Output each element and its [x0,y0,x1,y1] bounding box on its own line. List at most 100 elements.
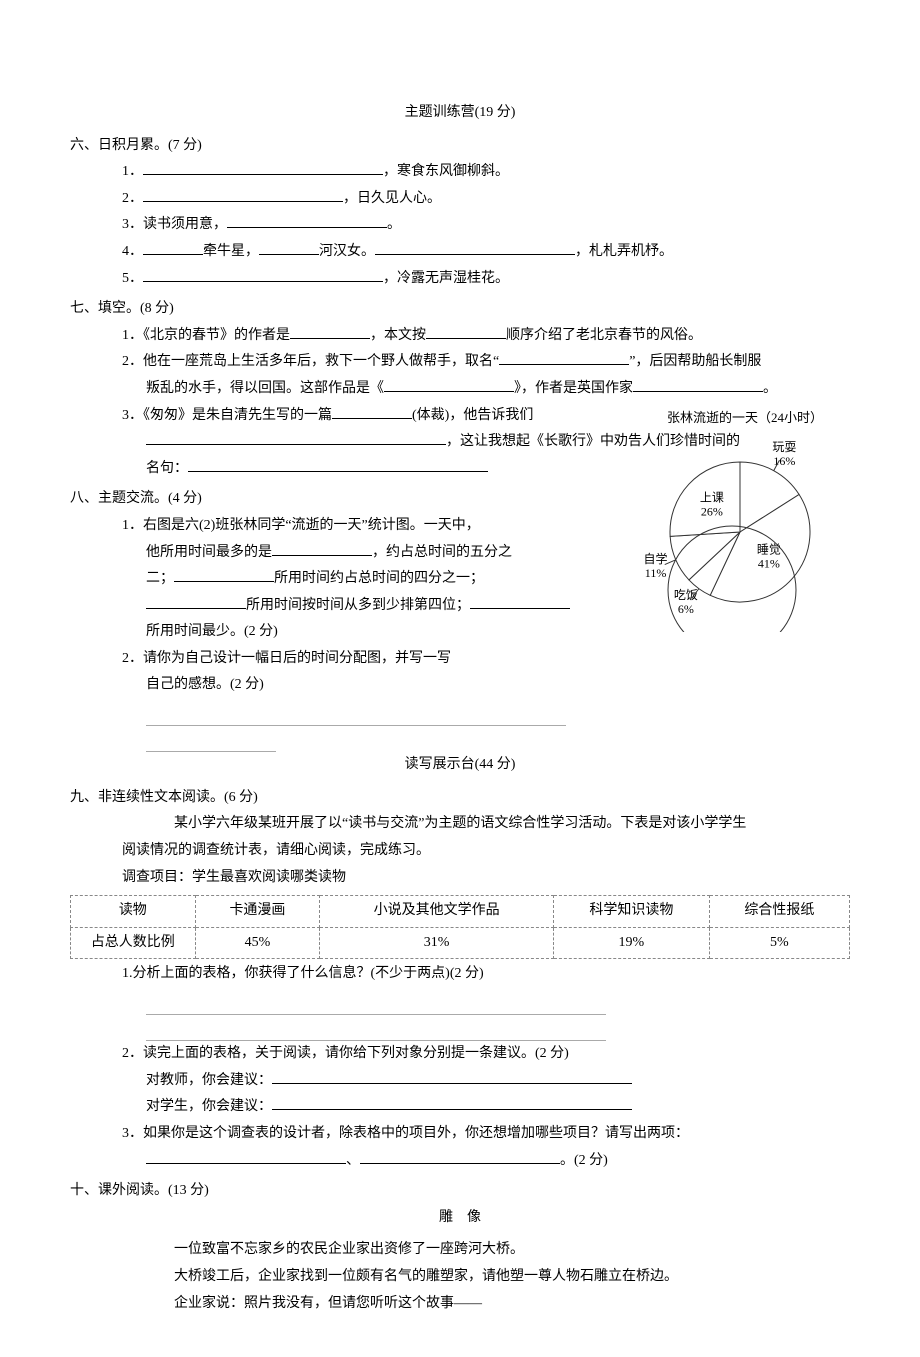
q9-2-num: 2． [122,1046,143,1061]
blank[interactable] [375,254,575,255]
q9-1-num: 1. [122,966,133,981]
q9-2-t1-label: 对教师，你会建议： [146,1073,272,1088]
blank[interactable] [272,555,372,556]
blank[interactable] [272,1083,632,1084]
svg-text:玩耍: 玩耍 [772,439,796,453]
q9-2-t2: 对学生，你会建议： [146,1094,850,1121]
story-title: 雕 像 [70,1205,850,1232]
blank[interactable] [384,391,514,392]
q6-4-a: 牵牛星， [203,244,259,259]
q7-2-d: 》，作者是英国作家 [514,381,633,396]
q6-2: 2． ，日久见人心。 [122,186,850,213]
q7-1-num: 1． [122,328,143,343]
blank[interactable] [259,254,319,255]
q7-2-a: 他在一座荒岛上生活多年后，救下一个野人做帮手，取名“ [143,354,499,369]
q6-3: 3．读书须用意，。 [122,212,850,239]
table-data-row: 占总人数比例 45% 31% 19% 5% [71,927,850,959]
q9-1-ans2 [146,1015,850,1042]
q9-intro2: 阅读情况的调查统计表，请细心阅读，完成练习。 [122,838,850,865]
q9-3-num: 3． [122,1126,143,1141]
q6-2-suffix: ，日久见人心。 [343,191,441,206]
blank[interactable] [332,418,412,419]
q8-1-l3: 二； 所用时间约占总时间的四分之一； [146,566,666,593]
answer-line[interactable] [146,995,606,1015]
q6-5-suffix: ，冷露无声湿桂花。 [383,271,509,286]
q7-3-num: 3． [122,408,143,423]
q6-4: 4． 牵牛星， 河汉女。 ，札札弄机杼。 [122,239,850,266]
svg-text:11%: 11% [645,566,667,580]
th-2: 小说及其他文学作品 [320,896,554,928]
blank[interactable] [227,227,387,228]
svg-text:26%: 26% [701,504,723,518]
q7-1: 1．《北京的春节》的作者是 ，本文按 顺序介绍了老北京春节的风俗。 [122,323,850,350]
blank[interactable] [174,581,274,582]
blank[interactable] [146,444,446,445]
svg-text:上课: 上课 [700,490,724,504]
q7-2-c: 叛乱的水手，得以回国。这部作品是《 [146,381,384,396]
q8-1-e: 所用时间约占总时间的四分之一； [274,571,484,586]
q7-2-e: 。 [763,381,777,396]
q7-1-b: ，本文按 [370,328,426,343]
answer-line[interactable] [146,1022,606,1042]
q8-1-l1: 1．右图是六(2)班张林同学“流逝的一天”统计图。一天中， [122,513,642,540]
blank[interactable] [499,364,629,365]
q7-2: 2．他在一座荒岛上生活多年后，救下一个野人做帮手，取名“”，后因帮助船长制服 [122,349,850,376]
q8-2-b: 自己的感想。(2 分) [146,677,264,692]
survey-table: 读物 卡通漫画 小说及其他文学作品 科学知识读物 综合性报纸 占总人数比例 45… [70,895,850,959]
td-0: 45% [195,927,320,959]
blank[interactable] [290,338,370,339]
blank[interactable] [360,1163,560,1164]
blank[interactable] [426,338,506,339]
pie-svg: 玩耍16%睡觉41%吃饭6%自学11%上课26% [630,432,850,632]
q6-4-b: 河汉女。 [319,244,375,259]
blank[interactable] [143,174,383,175]
answer-line[interactable] [146,706,566,726]
q10-p2: 大桥竣工后，企业家找到一位颇有名气的雕塑家，请他塑一尊人物石雕立在桥边。 [146,1264,850,1291]
q6-2-num: 2． [122,191,143,206]
q9-3-b: 、 [346,1153,360,1168]
chart-title: 张林流逝的一天（24小时） [630,410,860,426]
q6-1-suffix: ，寒食东风御柳斜。 [383,164,509,179]
q8-2-ans2 [146,726,850,753]
q9-2-text: 读完上面的表格，关于阅读，请你给下列对象分别提一条建议。(2 分) [143,1046,569,1061]
q8-1-b: 他所用时间最多的是 [146,545,272,560]
q8-2-a: 请你为自己设计一幅日后的时间分配图，并写一写 [143,651,451,666]
q7-1-c: 顺序介绍了老北京春节的风俗。 [506,328,702,343]
q8-1-d: 二； [146,571,174,586]
td-label: 占总人数比例 [71,927,196,959]
q8-2-ans1 [146,699,666,726]
answer-line[interactable] [146,733,276,753]
q6-3-suffix: 。 [387,217,401,232]
q8-2-l1: 2．请你为自己设计一幅日后的时间分配图，并写一写 [122,646,642,673]
q6-4-num: 4． [122,244,143,259]
th-3: 科学知识读物 [553,896,709,928]
q7-title: 七、填空。(8 分) [70,296,850,323]
svg-text:6%: 6% [678,602,694,616]
q6-4-suffix: ，札札弄机杼。 [575,244,673,259]
q8-1-num: 1． [122,518,143,533]
q6-3-prefix: 读书须用意， [143,217,227,232]
blank[interactable] [633,391,763,392]
blank[interactable] [143,254,203,255]
blank[interactable] [188,471,488,472]
q7-2-num: 2． [122,354,143,369]
q7-1-a: 《北京的春节》的作者是 [143,328,290,343]
q8-1-f: 所用时间按时间从多到少排第四位； [246,598,470,613]
blank[interactable] [146,608,246,609]
theme-camp-header: 主题训练营(19 分) [70,100,850,127]
blank[interactable] [143,281,383,282]
blank[interactable] [143,201,343,202]
q9-title: 九、非连续性文本阅读。(6 分) [70,785,850,812]
blank[interactable] [146,1163,346,1164]
th-0: 读物 [71,896,196,928]
td-2: 19% [553,927,709,959]
q9-3-c: 。(2 分) [560,1153,608,1168]
blank[interactable] [470,608,570,609]
q9-1: 1.分析上面的表格，你获得了什么信息？(不少于两点)(2 分) [122,961,850,988]
td-3: 5% [709,927,849,959]
svg-text:41%: 41% [758,556,780,570]
q8-1-l2: 他所用时间最多的是，约占总时间的五分之 [146,540,666,567]
q8-2-l2: 自己的感想。(2 分) [146,672,666,699]
q6-5: 5．，冷露无声湿桂花。 [122,266,850,293]
blank[interactable] [272,1109,632,1110]
